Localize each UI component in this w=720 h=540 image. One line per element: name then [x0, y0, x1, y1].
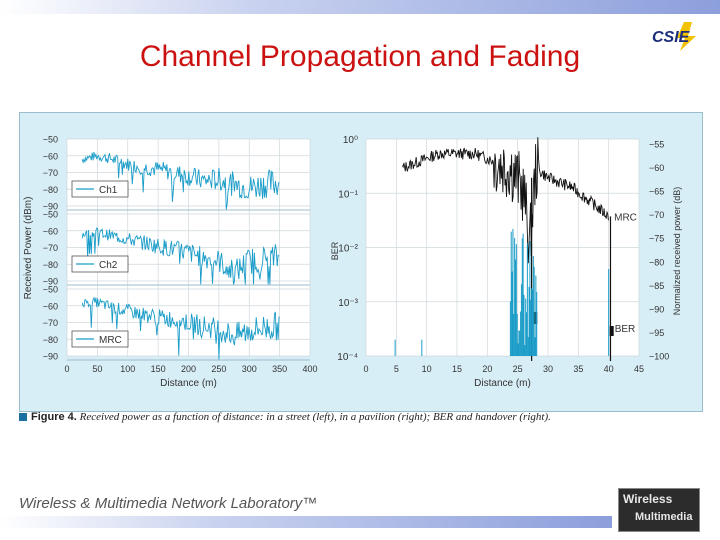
logo-line1: Wireless — [623, 492, 673, 506]
right-xtick-label: 15 — [452, 364, 462, 374]
left-ytick-label: −80 — [43, 260, 58, 270]
right-left-ytick-label: 10⁻⁴ — [337, 352, 358, 363]
left-ytick-label: −90 — [43, 277, 58, 287]
right-right-ytick-label: −85 — [649, 281, 664, 291]
mrc-annotation: MRC — [614, 212, 637, 223]
series-line-mrc — [81, 296, 280, 360]
right-left-ytick-label: 10⁻¹ — [338, 189, 358, 200]
figure-caption: Figure 4. Received power as a function o… — [19, 411, 551, 423]
right-left-ytick-label: 10⁰ — [343, 135, 358, 146]
left-ytick-label: −50 — [43, 210, 58, 220]
legend-label: MRC — [99, 335, 122, 346]
legend-box — [71, 330, 129, 348]
left-ytick-label: −50 — [43, 135, 58, 145]
right-xtick-label: 25 — [513, 364, 523, 374]
lab-footer: Wireless & Multimedia Network Laboratory… — [19, 495, 318, 512]
left-ytick-label: −80 — [43, 335, 58, 345]
right-xtick-label: 45 — [634, 364, 644, 374]
right-xtick-label: 35 — [573, 364, 583, 374]
left-xtick-label: 50 — [92, 364, 102, 374]
right-xtick-label: 0 — [363, 364, 368, 374]
ber-annotation: BER — [615, 324, 636, 335]
left-ytick-label: −70 — [43, 168, 58, 178]
left-ytick-label: −60 — [43, 226, 58, 236]
right-right-ytick-label: −100 — [649, 352, 669, 362]
right-xtick-label: 5 — [394, 364, 399, 374]
right-right-ytick-label: −70 — [649, 210, 664, 220]
left-ytick-label: −50 — [43, 285, 58, 295]
right-right-ytick-label: −60 — [649, 163, 664, 173]
series-line-mrc — [401, 137, 609, 264]
figure-panel: Ch1 Ch2 MRC −50 −60 −70 −80 −90 −50 −60 −70 −80 −90… — [19, 112, 703, 412]
right-xtick-label: 40 — [604, 364, 614, 374]
right-xtick-label: 20 — [482, 364, 492, 374]
left-xtick-label: 150 — [151, 364, 166, 374]
left-xtick-label: 300 — [242, 364, 257, 374]
left-xtick-label: 100 — [120, 364, 135, 374]
right-xtick-label: 10 — [422, 364, 432, 374]
right-right-ytick-label: −80 — [649, 257, 664, 267]
left-ytick-label: −60 — [43, 151, 58, 161]
caption-square-icon — [19, 413, 27, 422]
left-x-axis-label: Distance (m) — [160, 378, 217, 389]
caption-text: Received power as a function of distance… — [76, 411, 551, 423]
bottom-gradient-bar — [0, 516, 612, 528]
left-ytick-label: −70 — [43, 318, 58, 328]
right-left-ytick-label: 10⁻³ — [338, 298, 358, 309]
top-gradient-bar — [0, 0, 720, 14]
right-right-y-axis-label: Normalized received power (dB) — [672, 187, 682, 316]
right-right-ytick-label: −65 — [649, 187, 664, 197]
handover-marker — [533, 312, 538, 324]
left-xtick-label: 200 — [181, 364, 196, 374]
left-ytick-label: −90 — [43, 202, 58, 212]
legend-box — [71, 180, 129, 198]
legend-box — [71, 255, 129, 273]
right-right-ytick-label: −55 — [649, 140, 664, 150]
csie-logo: CSIE — [652, 22, 696, 51]
right-left-ytick-label: 10⁻² — [338, 244, 358, 255]
right-left-y-axis-label: BER — [330, 241, 340, 260]
left-xtick-label: 400 — [302, 364, 317, 374]
wireless-multimedia-logo: Wireless Multimedia — [618, 488, 700, 532]
right-right-ytick-label: −90 — [649, 304, 664, 314]
logo-text: CSIE — [652, 29, 691, 46]
lightning-icon — [677, 22, 696, 51]
right-right-ytick-label: −75 — [649, 234, 664, 244]
left-ytick-label: −80 — [43, 185, 58, 195]
left-xtick-label: 250 — [211, 364, 226, 374]
left-ytick-label: −60 — [43, 301, 58, 311]
left-xtick-label: 350 — [272, 364, 287, 374]
left-xtick-label: 0 — [64, 364, 69, 374]
left-y-axis-label: Received Power (dBm) — [23, 197, 34, 300]
right-right-ytick-label: −95 — [649, 328, 664, 338]
legend-label: Ch1 — [99, 185, 118, 196]
series-line-ch1 — [81, 152, 280, 210]
right-xtick-label: 30 — [543, 364, 553, 374]
page-title: Channel Propagation and Fading — [139, 40, 581, 73]
logo-line2: Multimedia — [635, 511, 693, 523]
left-ytick-label: −90 — [43, 352, 58, 362]
handover-marker — [609, 326, 614, 336]
caption-label: Figure 4. — [31, 411, 77, 423]
legend-label: Ch2 — [99, 260, 118, 271]
left-ytick-label: −70 — [43, 243, 58, 253]
right-x-axis-label: Distance (m) — [474, 378, 531, 389]
series-line-ch2 — [81, 227, 280, 285]
